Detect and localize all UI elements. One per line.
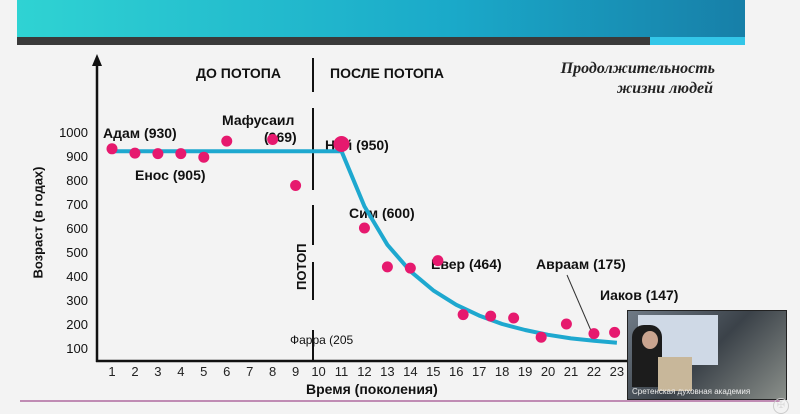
y-tick-label: 200 bbox=[66, 317, 88, 332]
y-axis-arrow bbox=[92, 54, 102, 66]
data-point bbox=[485, 310, 497, 322]
chart-title: Продолжительность bbox=[560, 60, 715, 77]
video-overlay[interactable]: Сретенская духовная академия bbox=[627, 310, 787, 400]
slide-header-bar bbox=[17, 0, 745, 37]
annotation-enos: Енос (905) bbox=[135, 167, 206, 183]
channel-logo-icon: ✠ bbox=[773, 398, 789, 414]
slide-header-stripe bbox=[17, 37, 650, 45]
x-tick-label: 4 bbox=[177, 364, 184, 379]
speaker bbox=[632, 325, 662, 387]
data-point bbox=[198, 151, 210, 163]
x-tick-label: 5 bbox=[200, 364, 207, 379]
label-after-flood: ПОСЛЕ ПОТОПА bbox=[330, 65, 444, 81]
y-tick-label: 500 bbox=[66, 245, 88, 260]
data-point bbox=[381, 261, 393, 273]
chart-title-line2: жизни людей bbox=[617, 80, 713, 97]
podium bbox=[658, 357, 692, 391]
x-tick-label: 7 bbox=[246, 364, 253, 379]
data-point bbox=[609, 326, 621, 338]
y-tick-label: 900 bbox=[66, 149, 88, 164]
x-tick-label: 10 bbox=[311, 364, 325, 379]
x-tick-label: 1 bbox=[108, 364, 115, 379]
data-point bbox=[588, 328, 600, 340]
annotation-adam: Адам (930) bbox=[103, 125, 177, 141]
trend-line bbox=[112, 149, 618, 345]
data-point bbox=[152, 148, 164, 160]
x-tick-label: 14 bbox=[403, 364, 417, 379]
x-tick-label: 16 bbox=[449, 364, 463, 379]
x-tick-label: 19 bbox=[518, 364, 532, 379]
x-tick-label: 13 bbox=[380, 364, 394, 379]
data-point bbox=[358, 222, 370, 234]
data-point bbox=[267, 133, 279, 145]
data-point bbox=[535, 331, 547, 343]
data-point bbox=[290, 180, 302, 192]
x-tick-label: 3 bbox=[154, 364, 161, 379]
x-tick-label: 12 bbox=[357, 364, 371, 379]
data-point bbox=[404, 262, 416, 274]
data-point bbox=[106, 143, 118, 155]
x-tick-label: 8 bbox=[269, 364, 276, 379]
data-point bbox=[333, 136, 350, 152]
label-before-flood: ДО ПОТОПА bbox=[196, 65, 281, 81]
y-tick-label: 1000 bbox=[59, 125, 88, 140]
x-tick-label: 2 bbox=[131, 364, 138, 379]
x-tick-label: 23 bbox=[610, 364, 624, 379]
x-tick-label: 22 bbox=[587, 364, 601, 379]
x-tick-label: 20 bbox=[541, 364, 555, 379]
y-tick-label: 300 bbox=[66, 293, 88, 308]
data-point bbox=[129, 147, 141, 159]
annotation-farra: Фарра (205 bbox=[290, 333, 354, 347]
x-tick-label: 17 bbox=[472, 364, 486, 379]
x-tick-label: 15 bbox=[426, 364, 440, 379]
y-tick-label: 700 bbox=[66, 197, 88, 212]
y-tick-label: 600 bbox=[66, 221, 88, 236]
y-tick-label: 800 bbox=[66, 173, 88, 188]
data-point bbox=[432, 255, 444, 267]
x-axis-label: Время (поколения) bbox=[306, 381, 438, 397]
annotation-ever: Евер (464) bbox=[431, 256, 502, 272]
data-point bbox=[175, 148, 187, 160]
x-tick-label: 9 bbox=[292, 364, 299, 379]
data-point bbox=[221, 135, 233, 147]
abraham-pointer bbox=[566, 274, 593, 334]
y-tick-label: 100 bbox=[66, 341, 88, 356]
y-tick-label: 400 bbox=[66, 269, 88, 284]
annotation-mafusail: Мафусаил bbox=[222, 112, 295, 128]
x-tick-label: 18 bbox=[495, 364, 509, 379]
x-tick-label: 21 bbox=[564, 364, 578, 379]
slide-header-accent bbox=[650, 37, 745, 45]
data-point bbox=[457, 309, 469, 321]
annotation-jacob: Иаков (147) bbox=[600, 287, 679, 303]
x-tick-label: 11 bbox=[335, 364, 349, 379]
x-tick-label: 6 bbox=[223, 364, 230, 379]
annotation-abraham: Авраам (175) bbox=[536, 256, 626, 272]
data-point bbox=[508, 312, 520, 324]
video-caption: Сретенская духовная академия bbox=[632, 387, 751, 396]
data-point bbox=[560, 318, 572, 330]
